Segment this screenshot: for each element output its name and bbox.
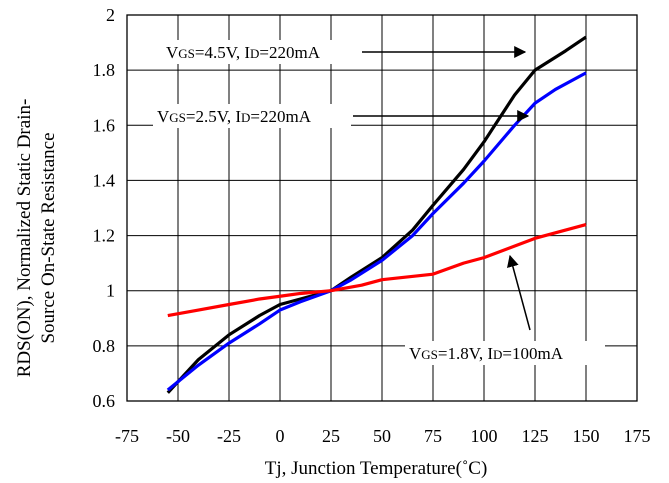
annotation-4p5v: VGS=4.5V, ID=220mA <box>166 43 321 62</box>
y-tick-label: 1.4 <box>93 170 116 190</box>
x-tick-label: -25 <box>217 426 241 446</box>
y-tick-label: 0.6 <box>93 391 116 411</box>
annotation-2p5v: VGS=2.5V, ID=220mA <box>157 107 312 126</box>
x-tick-label: -50 <box>166 426 190 446</box>
plot-frame <box>126 14 638 402</box>
x-axis-title: Tj, Junction Temperature(˚C) <box>265 458 488 479</box>
annotation-bg-1p8v <box>405 341 605 365</box>
x-tick-label: 50 <box>373 426 391 446</box>
x-tick-label: 125 <box>522 426 549 446</box>
x-tick-label: 100 <box>471 426 498 446</box>
y-tick-label: 1.2 <box>93 226 116 246</box>
annotation-bg-4p5v <box>163 40 361 64</box>
series-line-4p5v <box>166 35 587 394</box>
x-tick-label: 75 <box>424 426 442 446</box>
annotation-bg-2p5v <box>153 104 351 128</box>
x-tick-label: 0 <box>276 426 285 446</box>
annotation-arrow-1p8v <box>507 254 531 331</box>
x-tick-labels: -75 -50 -25 0 25 50 75 100 125 150 175 <box>115 426 651 446</box>
y-axis-title-line1: RDS(ON), Normalized Static Drain- <box>14 99 35 378</box>
x-tick-label: 150 <box>573 426 600 446</box>
y-tick-label: 1 <box>106 281 115 301</box>
annotation-1p8v: VGS=1.8V, ID=100mA <box>409 344 564 363</box>
y-tick-labels: 0.6 0.8 1 1.2 1.4 1.6 1.8 2 <box>93 5 116 411</box>
x-tick-label: 25 <box>322 426 340 446</box>
y-tick-label: 0.8 <box>93 336 116 356</box>
y-tick-label: 1.8 <box>93 60 116 80</box>
series-layer <box>166 35 587 394</box>
series-line-1p8v <box>167 222 587 318</box>
y-tick-label: 2 <box>106 5 115 25</box>
y-tick-label: 1.6 <box>93 115 116 135</box>
x-tick-label: 175 <box>624 426 651 446</box>
y-axis-title-line2: Source On-State Resistance <box>38 132 59 343</box>
x-tick-label: -75 <box>115 426 139 446</box>
